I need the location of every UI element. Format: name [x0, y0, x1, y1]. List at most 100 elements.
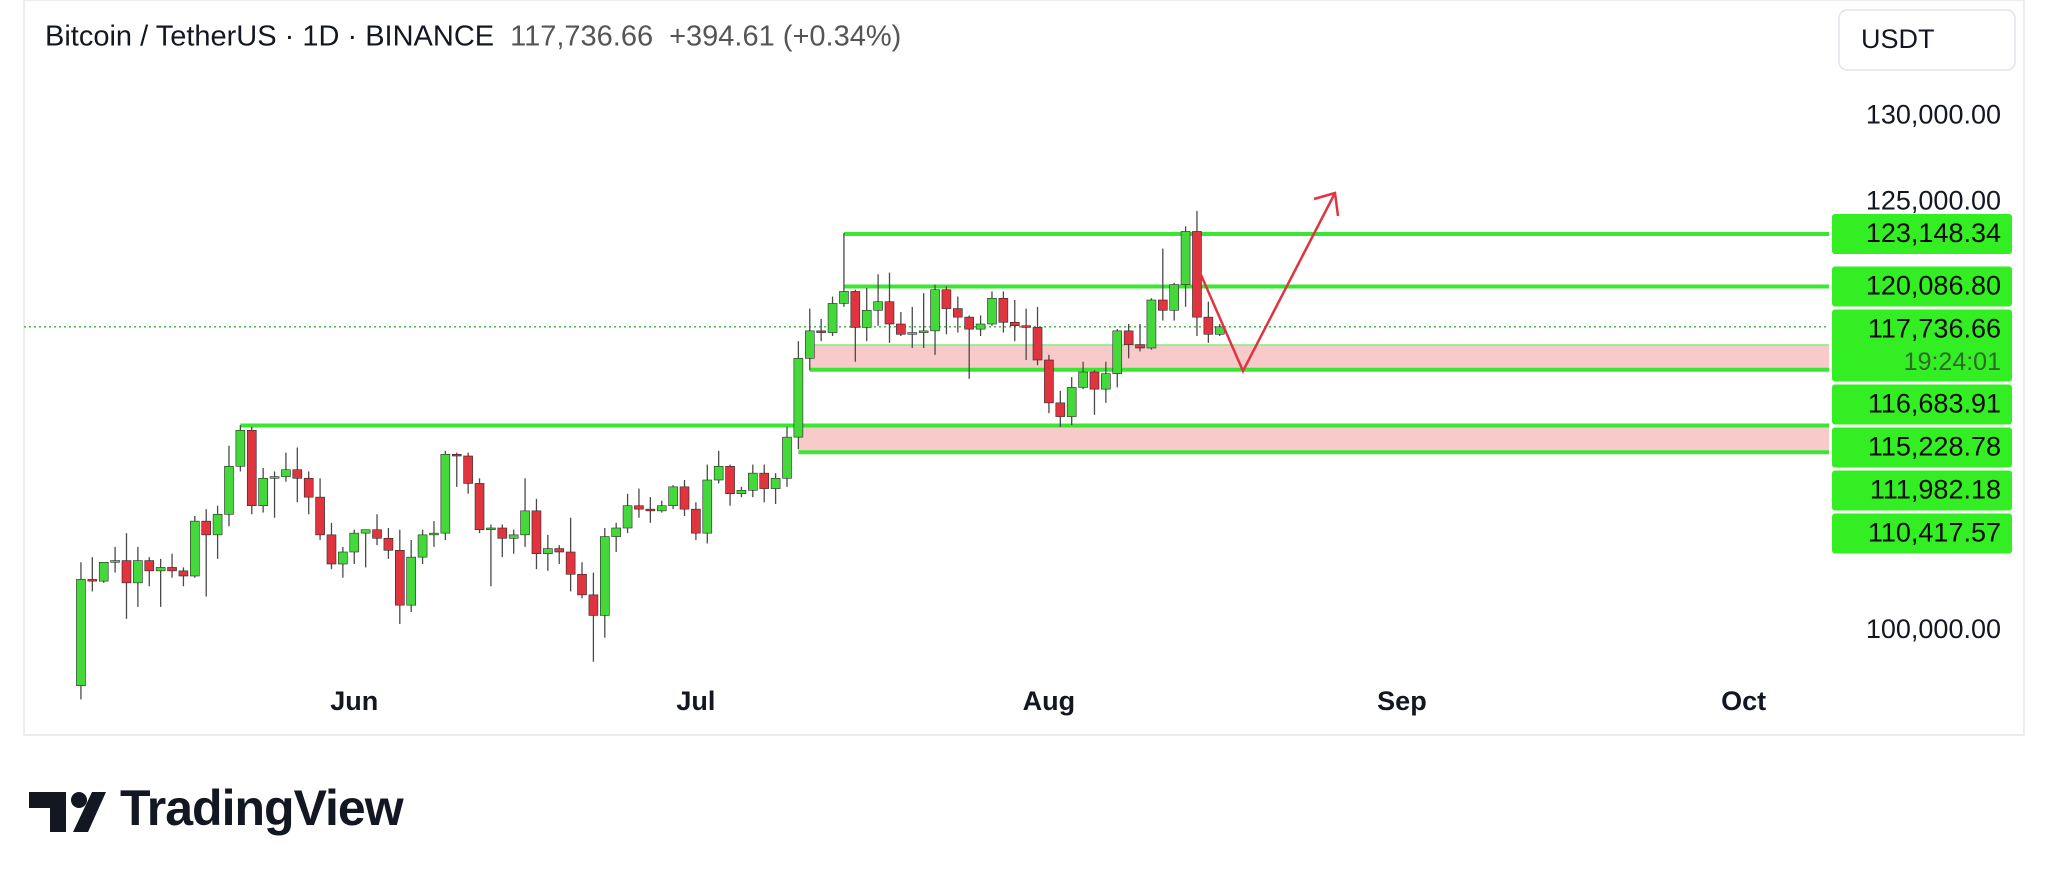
- last-price: 117,736.66: [510, 21, 653, 53]
- currency-button[interactable]: [1838, 9, 2016, 71]
- candle-body: [440, 453, 451, 534]
- candle-body: [941, 289, 952, 309]
- x-tick-label: Sep: [1377, 686, 1427, 716]
- candle-body: [759, 472, 770, 489]
- candle-body: [884, 301, 895, 325]
- candle-body: [827, 303, 838, 333]
- candle-body: [292, 469, 303, 479]
- price-tag: [1832, 214, 2012, 255]
- candle-body: [155, 567, 166, 572]
- candle-body: [349, 532, 360, 553]
- candle-body: [258, 477, 268, 507]
- candle-body: [1078, 371, 1088, 388]
- candle-body: [565, 551, 576, 575]
- candle-body: [793, 357, 804, 438]
- candle-body: [645, 508, 656, 512]
- candle-body: [816, 330, 826, 333]
- arrow-head: [1313, 191, 1340, 217]
- candle-body: [702, 479, 713, 534]
- logo-slash: [73, 792, 106, 832]
- candle-body: [281, 469, 291, 477]
- candle-body: [360, 529, 371, 534]
- candle-body: [406, 556, 416, 606]
- candle-body: [167, 567, 177, 572]
- candle-body: [303, 477, 314, 498]
- candle-body: [201, 520, 212, 536]
- candle-body: [1089, 371, 1100, 390]
- candle-body: [463, 455, 473, 484]
- price-tag-label: 123,148.34: [1866, 218, 2001, 248]
- symbol-title: Bitcoin / TetherUS · 1D · BINANCE: [45, 21, 494, 53]
- candle-body: [110, 560, 120, 563]
- candle-body: [486, 527, 496, 531]
- candle-body: [930, 289, 940, 332]
- candle-body: [964, 316, 975, 330]
- candle-body: [725, 465, 735, 495]
- price-tag-label: 116,683.91: [1868, 389, 2001, 419]
- price-tag-label: 110,417.57: [1868, 518, 2001, 548]
- candle-body: [850, 291, 861, 328]
- price-tag: [1832, 427, 2012, 468]
- candle-body: [588, 594, 599, 616]
- candle-body: [1021, 325, 1031, 328]
- candle-body: [497, 527, 508, 539]
- candle-body: [1044, 359, 1054, 404]
- plot-area: [24, 210, 1829, 700]
- candle-body: [235, 429, 246, 467]
- candle-body: [668, 486, 678, 507]
- price-tag-label: 115,228.78: [1868, 432, 2001, 462]
- countdown: 19:24:01: [1904, 348, 2001, 376]
- candle-body: [190, 520, 200, 577]
- candle-body: [429, 532, 439, 536]
- candle-body: [770, 477, 781, 489]
- candle-body: [87, 579, 98, 582]
- candle-body: [246, 429, 257, 507]
- price-tag: [1832, 513, 2012, 554]
- candle-body: [395, 549, 405, 606]
- candle-body: [474, 483, 485, 531]
- x-tick-label: Aug: [1023, 686, 1075, 716]
- candle-body: [611, 527, 621, 537]
- candle-body: [656, 505, 667, 512]
- candle-body: [998, 297, 1009, 323]
- candle-body: [1203, 316, 1214, 335]
- candle-body: [178, 570, 189, 577]
- candle-body: [713, 465, 724, 481]
- candle-body: [520, 510, 530, 536]
- candle-body: [1066, 387, 1077, 417]
- candle-body: [1180, 231, 1191, 285]
- brand-name: TradingView: [120, 780, 404, 836]
- candle-body: [953, 308, 963, 318]
- candle-body: [839, 291, 849, 304]
- candle-body: [212, 513, 223, 536]
- candle-body: [622, 505, 633, 529]
- candle-body: [144, 560, 155, 572]
- candle-body: [873, 301, 883, 311]
- candle-body: [1146, 299, 1157, 349]
- candle-body: [76, 579, 86, 687]
- price-tag-label: 117,736.66: [1868, 314, 2001, 344]
- candle-body: [269, 476, 280, 479]
- price-tag: [1832, 309, 2012, 382]
- zone: [798, 425, 1829, 453]
- candle-body: [1009, 321, 1020, 327]
- candle-body: [679, 486, 690, 510]
- price-tag: [1832, 266, 2012, 307]
- candle-body: [338, 551, 348, 565]
- candle-body: [133, 560, 143, 584]
- y-tick-label: 125,000.00: [1866, 185, 2001, 215]
- candle-body: [98, 561, 109, 582]
- candle-body: [1169, 284, 1179, 311]
- candle-body: [121, 560, 132, 584]
- y-tick-label: 130,000.00: [1866, 100, 2001, 130]
- candle-body: [315, 496, 325, 536]
- brand-logo: [29, 792, 106, 832]
- candle-body: [554, 548, 565, 553]
- candle-body: [326, 534, 337, 565]
- x-tick-label: Jun: [330, 686, 378, 716]
- candle-body: [736, 489, 747, 495]
- candle-body: [1055, 402, 1066, 417]
- candle-body: [531, 510, 542, 555]
- candle-body: [634, 505, 644, 510]
- candle-body: [1135, 344, 1145, 349]
